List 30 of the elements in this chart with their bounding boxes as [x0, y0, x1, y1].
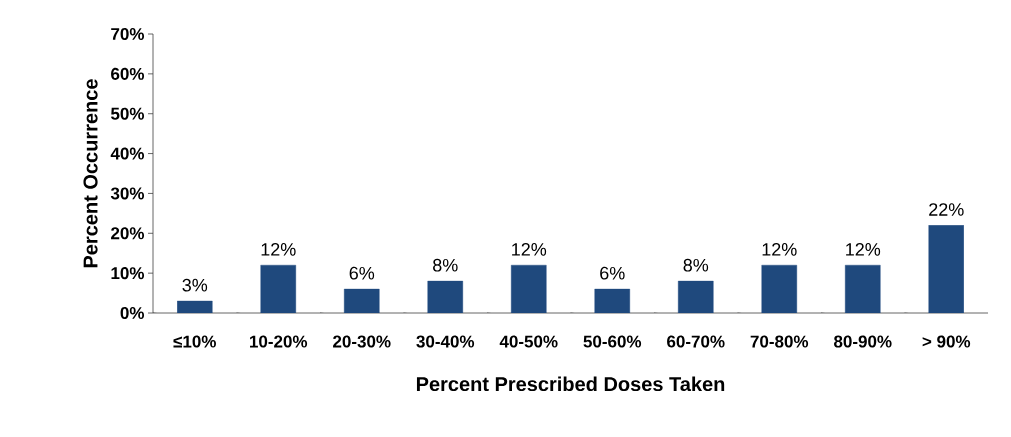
- data-label: 8%: [683, 258, 709, 272]
- x-tick-label: 10-20%: [250, 335, 308, 348]
- data-label: 8%: [433, 258, 458, 272]
- x-tick-label: 40-50%: [499, 335, 558, 348]
- y-tick-label: 30%: [110, 187, 145, 200]
- x-tick-label: 20-30%: [333, 335, 391, 348]
- x-tick-label: 30-40%: [416, 335, 475, 348]
- y-tick-label: 70%: [111, 27, 145, 41]
- x-tick-label: ≤10%: [173, 335, 216, 348]
- y-tick-label: 20%: [111, 227, 145, 240]
- x-tick-label: 60-70%: [667, 335, 725, 348]
- y-axis-title: Percent Occurrence: [83, 79, 98, 268]
- x-tick-label: 50-60%: [583, 335, 642, 348]
- data-label: 22%: [929, 203, 964, 216]
- y-tick-label: 0%: [120, 306, 145, 320]
- y-tick-label: 50%: [110, 107, 145, 120]
- data-label: 6%: [600, 266, 625, 280]
- data-label: 12%: [261, 242, 296, 256]
- data-label: 3%: [182, 278, 208, 292]
- data-label: 6%: [349, 266, 375, 280]
- y-tick-label: 10%: [111, 267, 145, 280]
- x-tick-label: 80-90%: [834, 335, 892, 348]
- x-tick-label: 70-80%: [750, 335, 809, 348]
- data-label: 12%: [512, 242, 547, 256]
- x-axis-title: Percent Prescribed Doses Taken: [416, 376, 725, 392]
- data-label: 12%: [762, 242, 797, 256]
- y-tick-label: 40%: [110, 147, 145, 160]
- data-label: 12%: [846, 242, 881, 256]
- y-tick-label: 60%: [111, 67, 145, 80]
- x-tick-label: > 90%: [922, 335, 971, 348]
